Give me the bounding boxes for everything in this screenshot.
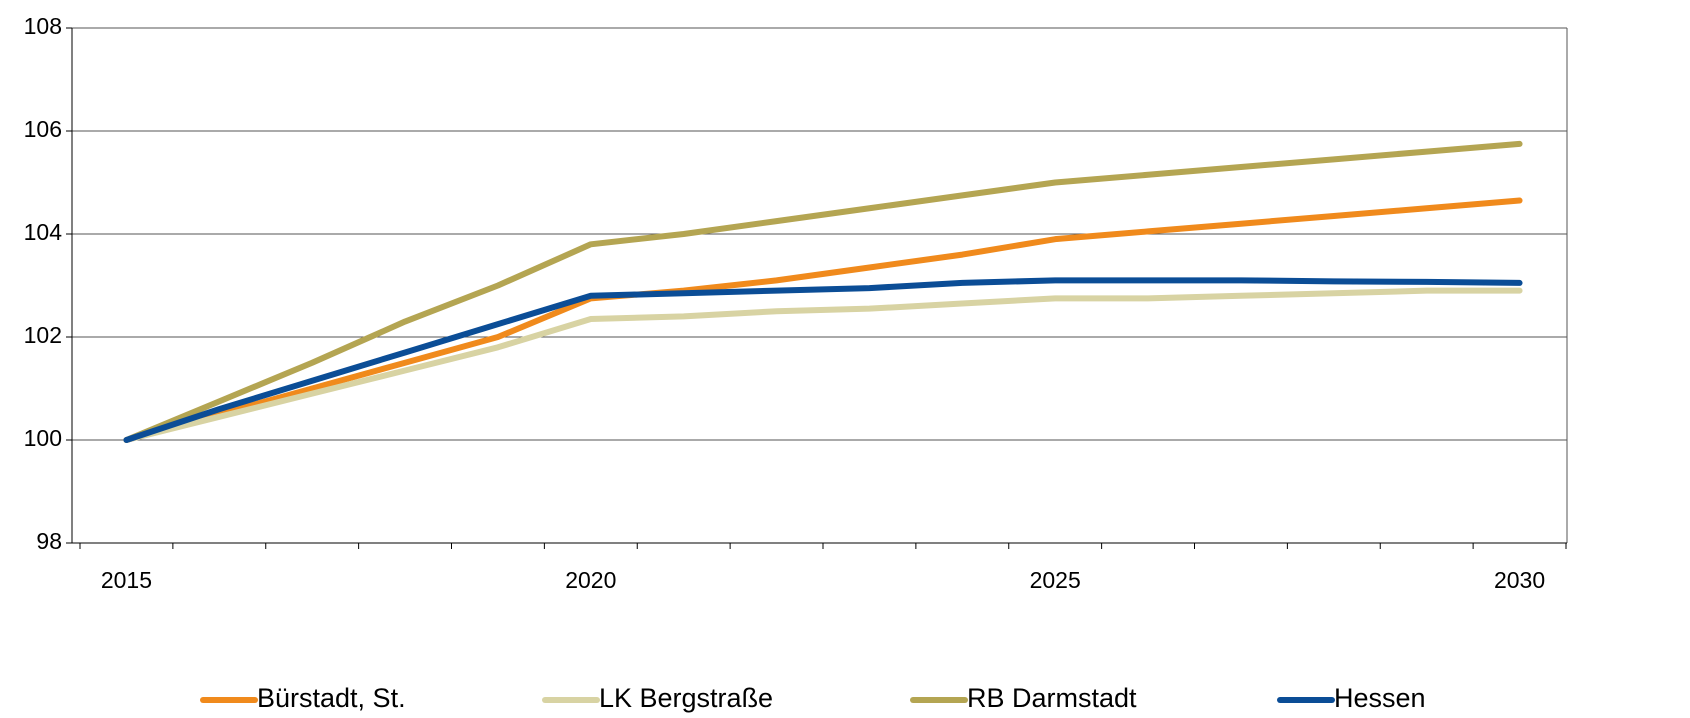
legend-label: LK Bergstraße (599, 683, 773, 713)
legend-label: Bürstadt, St. (257, 683, 406, 713)
series-line (123, 197, 1523, 443)
series-line (123, 277, 1523, 443)
legend-label: RB Darmstadt (967, 683, 1137, 713)
legend-label: Hessen (1334, 683, 1426, 713)
x-tick-label: 2025 (1030, 567, 1081, 593)
y-tick-label: 106 (24, 116, 62, 142)
y-tick-label: 104 (24, 219, 63, 245)
x-tick-label: 2030 (1494, 567, 1545, 593)
y-tick-label: 102 (24, 322, 62, 348)
y-tick-label: 98 (36, 528, 62, 554)
x-tick-label: 2015 (101, 567, 152, 593)
series-line (123, 287, 1523, 443)
y-tick-label: 108 (24, 13, 62, 39)
x-tick-label: 2020 (565, 567, 616, 593)
series-line (123, 140, 1523, 443)
y-tick-label: 100 (24, 425, 62, 451)
